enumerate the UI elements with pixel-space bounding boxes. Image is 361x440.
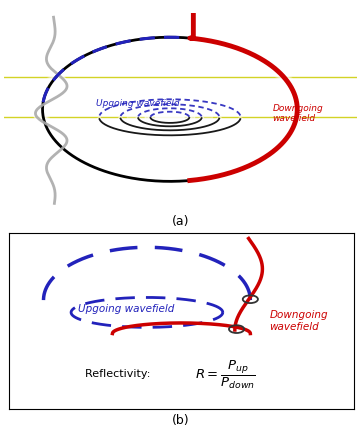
Text: $R = \dfrac{P_{up}}{P_{down}}$: $R = \dfrac{P_{up}}{P_{down}}$ bbox=[195, 359, 256, 391]
Circle shape bbox=[156, 109, 184, 125]
Text: (b): (b) bbox=[172, 414, 189, 427]
Text: Reflectivity:: Reflectivity: bbox=[85, 369, 154, 379]
Text: Upgoing wavefield: Upgoing wavefield bbox=[78, 304, 174, 314]
Text: Downgoing
wavefield: Downgoing wavefield bbox=[269, 310, 328, 332]
Circle shape bbox=[127, 93, 212, 141]
Circle shape bbox=[145, 103, 195, 131]
Text: Upgoing wavefield: Upgoing wavefield bbox=[96, 99, 180, 108]
Text: (a): (a) bbox=[172, 215, 189, 228]
Text: Downgoing
wavefield: Downgoing wavefield bbox=[273, 103, 323, 123]
